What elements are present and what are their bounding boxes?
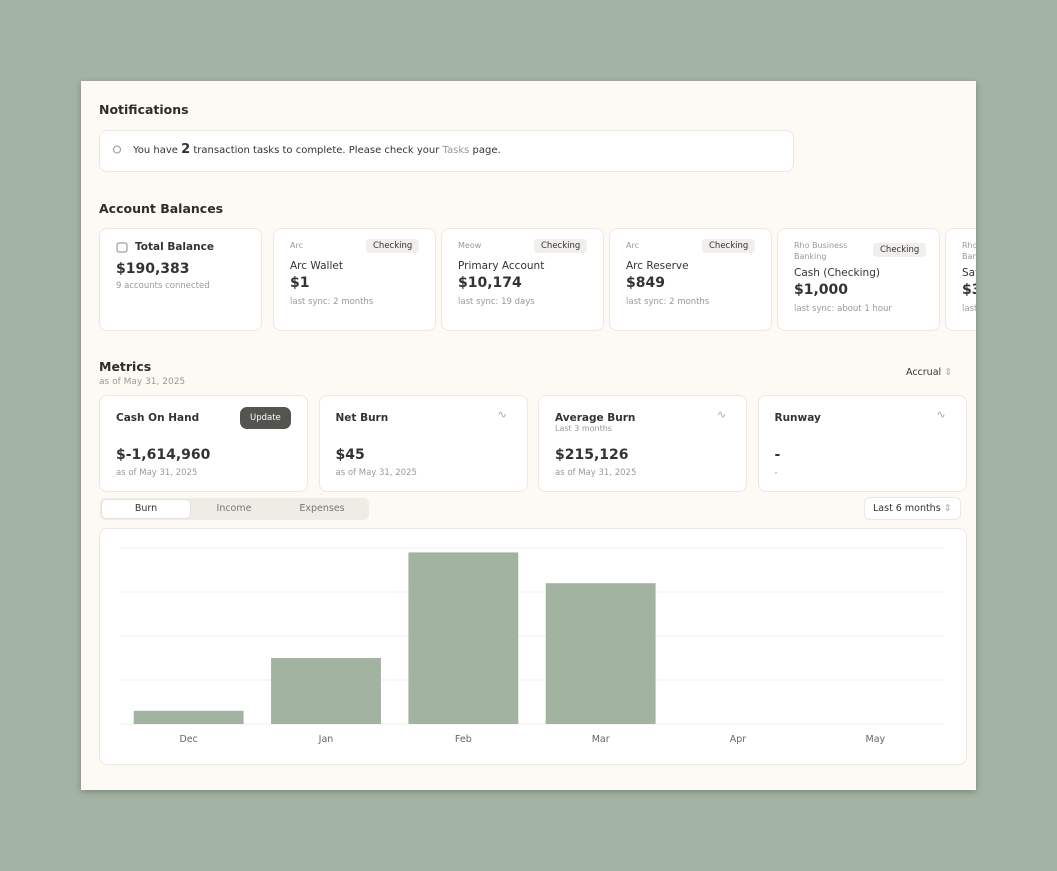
basis-select[interactable]: Accrual ⇕ <box>906 367 953 378</box>
bar <box>271 658 381 724</box>
account-name: Arc Wallet <box>290 260 343 272</box>
x-tick-label: May <box>866 734 886 745</box>
metric-sublabel: Last 3 months <box>555 424 612 433</box>
x-tick-label: Apr <box>730 734 747 745</box>
tab[interactable]: Expenses <box>299 503 345 514</box>
metric-note: as of May 31, 2025 <box>555 468 637 478</box>
account-card: Rho Business BankingCheckingSavings$3las… <box>945 228 976 331</box>
amount: $1 <box>290 275 310 291</box>
amount: $190,383 <box>116 261 190 277</box>
metric-value: $45 <box>335 447 365 463</box>
account-card: Rho Business Banking Checking Cash (Checki… <box>777 228 940 331</box>
metric-icon: ∿ <box>936 408 946 421</box>
bar <box>408 552 519 724</box>
period-select[interactable]: Last 6 months ⇕ <box>864 497 961 520</box>
metric-value: - <box>774 447 781 463</box>
account-card: Arc Checking Arc Reserve $849 last sync: 2 m… <box>609 228 772 331</box>
metric-value: $215,126 <box>555 447 629 463</box>
basis: Accrual <box>906 367 942 378</box>
metric-card: Cash On Hand Update $-1,614,960 as of May 3… <box>99 395 308 492</box>
account-name: Savings <box>962 267 976 279</box>
tasks-link[interactable]: Tasks <box>442 145 470 156</box>
x-tick-label: Jan <box>318 734 334 745</box>
metric-label: Net Burn <box>335 412 389 424</box>
account-name: Primary Account <box>458 260 545 272</box>
bar <box>545 583 656 724</box>
metric-icon: ∿ <box>717 408 727 421</box>
label: Total Balance <box>135 241 214 253</box>
wallet-icon <box>116 242 128 253</box>
notification-card: You have 2 transaction tasks to complete… <box>99 130 794 172</box>
x-tick-label: Feb <box>455 734 472 745</box>
text: You have <box>133 145 178 156</box>
subtitle: as of May 31, 2025 <box>99 377 186 387</box>
metric-icon: ∿ <box>497 408 507 421</box>
account-type-badge: Checking <box>702 239 756 253</box>
institution: Rho Business Banking <box>962 241 976 261</box>
amount: $10,174 <box>458 275 522 291</box>
notification-message: You have 2 transaction tasks to complete… <box>133 142 501 157</box>
sync: last sync: about 1 hour <box>794 304 892 314</box>
account-card: Meow Checking Primary Account $10,174 last s… <box>441 228 604 331</box>
metric-card: Net Burn ∿ $45 as of May 31, 2025 <box>318 395 528 492</box>
metric-note: as of May 31, 2025 <box>335 468 417 478</box>
section-title: Account Balances <box>99 201 224 216</box>
metric-label: Average Burn <box>555 412 636 424</box>
metric-card: Runway ∿ - - <box>757 395 967 492</box>
amount: $1,000 <box>794 282 849 298</box>
sync: last sync <box>962 304 976 314</box>
bar <box>133 710 244 724</box>
section-title: Notifications <box>99 102 189 117</box>
count: 2 <box>181 142 191 157</box>
period: Last 6 months <box>873 503 941 514</box>
tab[interactable]: Income <box>216 503 252 514</box>
account-name: Cash (Checking) <box>794 267 880 279</box>
x-tick-label: Mar <box>592 734 610 745</box>
chart-card: Dec Jan Feb Mar Apr May <box>99 528 967 765</box>
note: 9 accounts connected <box>116 281 210 291</box>
metric-label: Runway <box>774 412 821 424</box>
account-type-badge: Checking <box>873 243 927 257</box>
account-name: Arc Reserve <box>626 260 689 272</box>
amount: $3 <box>962 282 976 298</box>
alarm-icon <box>113 145 121 154</box>
chart: Dec Jan Feb Mar Apr May <box>120 547 944 745</box>
tabs: Burn Income Expenses <box>100 498 369 520</box>
dashboard-panel: Notifications You have 2 transaction tas… <box>81 81 976 790</box>
institution: Arc <box>290 241 303 250</box>
metric-note: as of May 31, 2025 <box>116 468 198 478</box>
total-balance-card: Total Balance $190,383 9 accounts connec… <box>99 228 262 331</box>
sync: last sync: 2 months <box>290 297 374 307</box>
sync: last sync: 2 months <box>626 297 710 307</box>
section-title: Metrics <box>99 359 152 374</box>
metric-card: Average Burn Last 3 months ∿ $215,126 as of … <box>538 395 747 492</box>
metric-note: - <box>774 468 778 478</box>
institution: Rho Business Banking <box>794 241 848 261</box>
account-type-badge: Checking <box>366 239 420 253</box>
institution: Arc <box>626 241 639 250</box>
metric-label: Cash On Hand <box>116 412 200 424</box>
x-tick-label: Dec <box>179 734 197 745</box>
tab[interactable]: Burn <box>102 500 190 518</box>
amount: $849 <box>626 275 665 291</box>
metric-value: $-1,614,960 <box>116 447 211 463</box>
sync: last sync: 19 days <box>458 297 535 307</box>
account-type-badge: Checking <box>534 239 588 253</box>
account-card: Arc Checking Arc Wallet $1 last sync: 2 mont… <box>273 228 436 331</box>
institution: Meow <box>458 241 482 250</box>
text: transaction tasks to complete. Please ch… <box>193 145 440 156</box>
text: page. <box>472 145 501 156</box>
update-button[interactable]: Update <box>240 407 291 429</box>
